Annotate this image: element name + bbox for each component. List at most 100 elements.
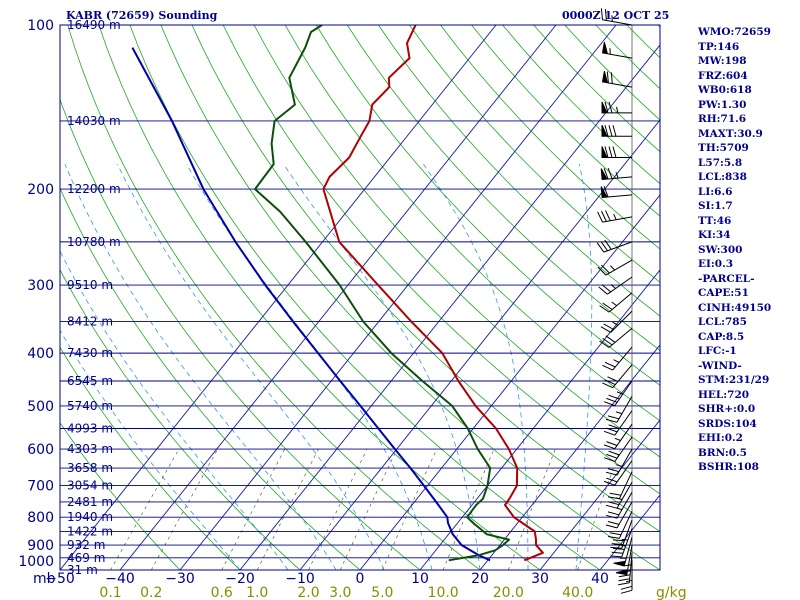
wind-barb-shape <box>601 146 632 158</box>
dewpoint-trace <box>254 25 510 562</box>
wind-barb-shape <box>605 396 633 423</box>
wind-barb <box>620 560 633 594</box>
temperature-trace <box>322 25 544 562</box>
wind-barb <box>601 101 632 114</box>
isotherm <box>780 25 800 570</box>
isotherm <box>119 25 557 570</box>
index-item: EHI:0.2 <box>698 432 743 444</box>
pressure-label: 100 <box>27 18 54 34</box>
index-item: CAP:8.5 <box>698 330 745 343</box>
temperature-tick-label: −40 <box>105 571 135 587</box>
index-item: LI:6.6 <box>698 185 733 198</box>
mixing-ratio-label: 2.0 <box>297 585 319 600</box>
mixing-ratio-label: 20.0 <box>493 585 524 600</box>
wind-barb-shape <box>602 364 633 389</box>
temperature-tick-label: −30 <box>165 571 195 587</box>
mixing-ratio-label: 3.0 <box>329 585 351 600</box>
profile-layer <box>131 25 544 562</box>
index-item: SI:1.7 <box>698 200 733 212</box>
wind-barb <box>600 186 633 199</box>
pressure-label: 400 <box>27 346 54 362</box>
wind-barb <box>608 510 633 539</box>
wind-barb <box>598 276 633 295</box>
isotherm <box>60 25 497 570</box>
wind-barb <box>597 210 633 223</box>
moist-adiabat <box>60 329 241 570</box>
wind-barb <box>605 396 633 423</box>
index-item: CINH:49150 <box>698 301 772 314</box>
pressure-unit-label: mb <box>33 571 56 587</box>
wind-barb-shape <box>610 528 633 558</box>
wind-barb-shape <box>600 186 633 199</box>
dry-adiabat <box>160 25 660 570</box>
temperature-tick-label: 0 <box>356 571 365 587</box>
isotherm <box>419 269 660 570</box>
label-layer: 16490 m 14030 m 12200 m 10780 m 9510 m 8412 m… <box>18 18 686 600</box>
wind-barb-shape <box>610 519 633 549</box>
wind-barb-shape <box>603 436 633 462</box>
index-item: FRZ:604 <box>698 69 748 82</box>
wind-barb-shape <box>601 101 632 114</box>
wind-barb-shape <box>603 410 633 436</box>
index-item: SRDS:104 <box>698 417 757 430</box>
index-item: EI:0.3 <box>698 258 734 270</box>
wind-barb <box>596 239 633 253</box>
wind-barb-shape <box>598 276 633 295</box>
height-label: 469 m <box>67 551 105 565</box>
height-label: 9510 m <box>67 278 113 292</box>
wind-barb <box>613 536 633 567</box>
dry-adiabat <box>60 187 361 570</box>
wind-barb <box>600 8 633 26</box>
wind-barb <box>605 448 633 476</box>
wind-barb-shape <box>597 259 633 276</box>
wind-barb-shape <box>620 560 633 594</box>
valid-time: 0000Z 12 OCT 25 <box>562 9 670 22</box>
dry-adiabat <box>222 25 660 495</box>
wind-barb <box>600 167 633 181</box>
index-item: WMO:72659 <box>698 26 771 38</box>
wind-barb-shape <box>613 536 633 567</box>
temperature-tick-label: −10 <box>285 571 315 587</box>
wind-barb <box>599 327 633 348</box>
wind-barb-shape <box>601 124 632 137</box>
mixing-ratio-unit-label: g/kg <box>656 585 687 600</box>
height-label: 5740 m <box>67 399 113 413</box>
height-label: 8412 m <box>67 315 113 329</box>
mixing-ratio-label: 0.1 <box>99 585 121 600</box>
temperature-tick-label: −50 <box>45 571 75 587</box>
temperature-tick-label: 40 <box>591 571 609 587</box>
pressure-label: 200 <box>27 182 54 198</box>
wind-barb-shape <box>600 8 633 26</box>
index-item: TP:146 <box>698 40 740 53</box>
wind-barb-shape <box>603 460 633 486</box>
wind-barb-shape <box>599 327 633 348</box>
pressure-label: 1000 <box>18 554 54 570</box>
index-item: KI:34 <box>698 229 731 241</box>
mixing-ratio-label: 40.0 <box>562 585 593 600</box>
wind-barb <box>615 545 633 576</box>
isotherm <box>359 194 660 570</box>
wind-barb-shape <box>602 346 633 371</box>
wind-barb-shape <box>599 292 633 313</box>
index-item: PW:1.30 <box>698 98 747 111</box>
index-item: LFC:-1 <box>698 345 737 357</box>
pressure-label: 800 <box>27 510 54 526</box>
height-label: 4303 m <box>67 442 113 456</box>
height-label: 31 m <box>67 563 98 577</box>
wind-barb-shape <box>605 491 633 519</box>
wind-barb <box>601 70 633 88</box>
wind-barb <box>610 519 633 549</box>
index-item: LCL:838 <box>698 171 747 183</box>
height-label: 4993 m <box>67 421 113 435</box>
mixing-ratio-line <box>221 448 286 570</box>
index-item: BSHR:108 <box>698 461 759 473</box>
wind-barb <box>610 528 633 558</box>
grid-layer <box>60 25 800 570</box>
index-item: BRN:0.5 <box>698 446 747 459</box>
wind-barb-shape <box>597 210 633 223</box>
moist-adiabat <box>117 163 385 570</box>
moist-adiabat <box>283 163 481 570</box>
height-label: 2481 m <box>67 495 113 509</box>
wind-barb <box>597 259 633 276</box>
